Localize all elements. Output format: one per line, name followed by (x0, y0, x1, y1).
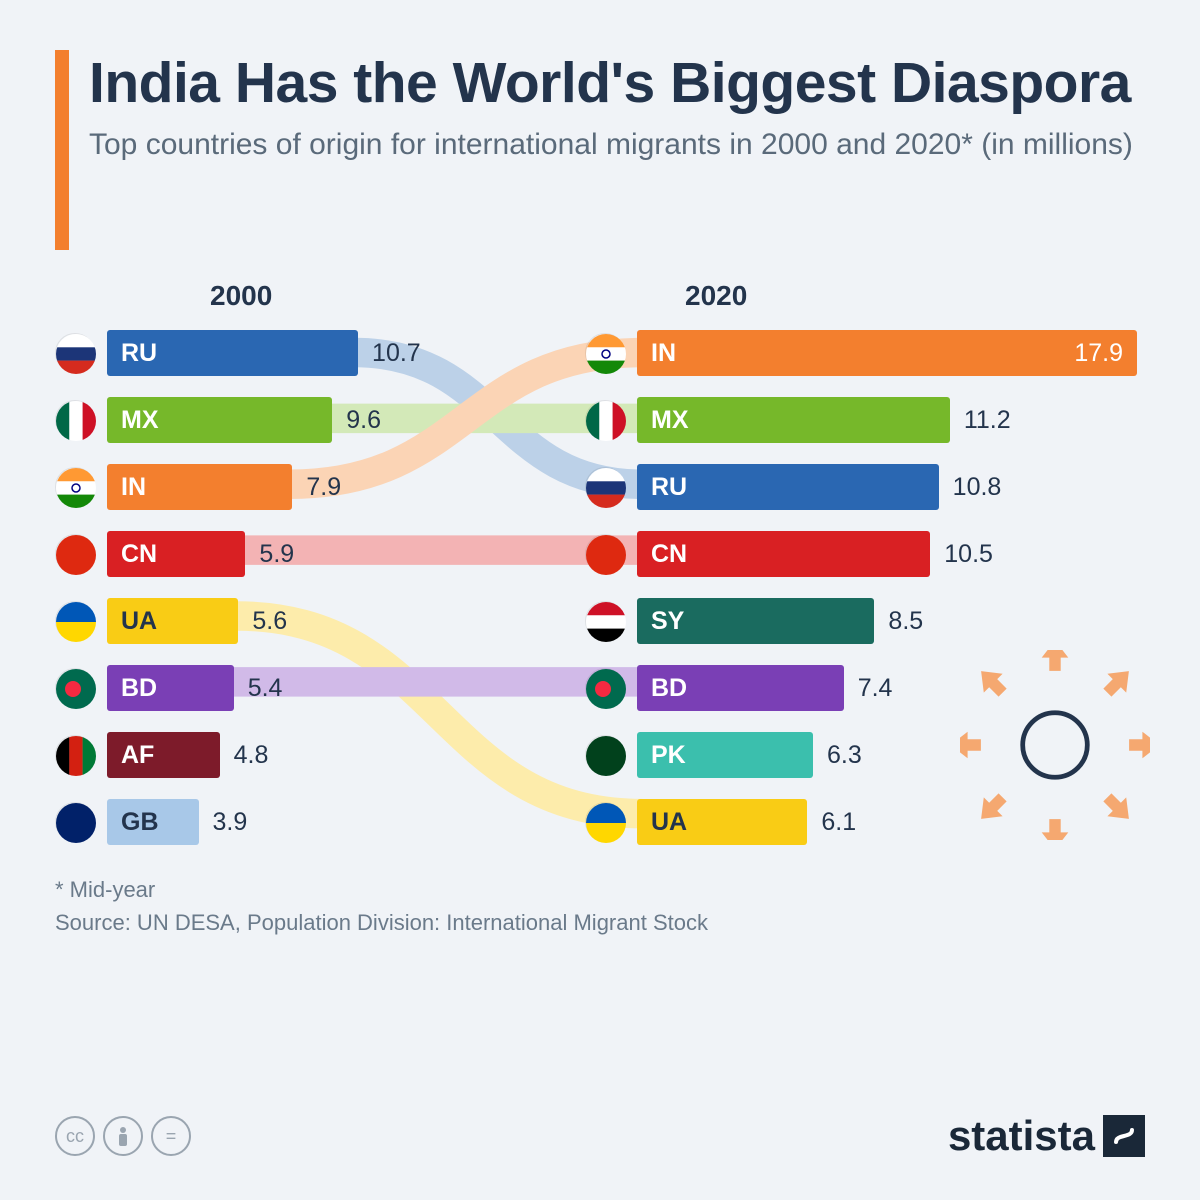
value-2000: 5.9 (259, 540, 294, 569)
flag-icon (585, 400, 625, 440)
bar-2000: BD (107, 665, 234, 711)
cc-icon: cc (55, 1116, 95, 1156)
value-2000: 7.9 (306, 473, 341, 502)
brand-logo: statista (948, 1112, 1145, 1160)
bar-2020: UA (637, 799, 807, 845)
value-2020: 6.3 (827, 741, 862, 770)
col-2020: SY 8.5 (585, 592, 1145, 650)
value-2000: 4.8 (234, 741, 269, 770)
chart-row: RU 10.7 IN17.9 (55, 324, 1145, 382)
col-2020: RU 10.8 (585, 458, 1145, 516)
year-labels: 2000 2020 (55, 280, 1145, 312)
bar-2000: RU (107, 330, 358, 376)
flag-icon (55, 735, 95, 775)
col-2020: CN 10.5 (585, 525, 1145, 583)
license-icons: cc = (55, 1116, 191, 1156)
footnote-source: Source: UN DESA, Population Division: In… (55, 910, 708, 935)
chart-rows: RU 10.7 IN17.9 MX 9.6 MX 11.2 IN 7.9 RU … (55, 324, 1145, 851)
col-2020: PK 6.3 (585, 726, 1145, 784)
by-icon (103, 1116, 143, 1156)
chart-row: IN 7.9 RU 10.8 (55, 458, 1145, 516)
bar-2020: RU (637, 464, 939, 510)
value-2020: 17.9 (1074, 339, 1123, 368)
value-2000: 5.4 (248, 674, 283, 703)
bar-2020: PK (637, 732, 813, 778)
brand-mark-icon (1103, 1115, 1145, 1157)
chart-row: MX 9.6 MX 11.2 (55, 391, 1145, 449)
flag-icon (55, 467, 95, 507)
flag-icon (55, 333, 95, 373)
value-2020: 10.8 (953, 473, 1002, 502)
col-2000: AF 4.8 (55, 726, 585, 784)
col-2000: BD 5.4 (55, 659, 585, 717)
flag-icon (55, 534, 95, 574)
subtitle: Top countries of origin for internationa… (89, 126, 1133, 164)
chart-row: CN 5.9 CN 10.5 (55, 525, 1145, 583)
col-2000: UA 5.6 (55, 592, 585, 650)
footnote: * Mid-year Source: UN DESA, Population D… (55, 873, 1145, 939)
col-2020: BD 7.4 (585, 659, 1145, 717)
bar-2020: SY (637, 598, 874, 644)
col-2000: CN 5.9 (55, 525, 585, 583)
flag-icon (585, 601, 625, 641)
flag-icon (585, 534, 625, 574)
value-2020: 6.1 (821, 808, 856, 837)
bar-2000: UA (107, 598, 238, 644)
footer: cc = statista (55, 1112, 1145, 1160)
chart-row: UA 5.6 SY 8.5 (55, 592, 1145, 650)
nd-icon: = (151, 1116, 191, 1156)
chart-row: BD 5.4 BD 7.4 (55, 659, 1145, 717)
col-2000: RU 10.7 (55, 324, 585, 382)
bar-2000: IN (107, 464, 292, 510)
bar-2020: CN (637, 531, 930, 577)
bar-2000: AF (107, 732, 220, 778)
value-2020: 7.4 (858, 674, 893, 703)
flag-icon (585, 467, 625, 507)
col-2000: IN 7.9 (55, 458, 585, 516)
col-2000: MX 9.6 (55, 391, 585, 449)
flag-icon (55, 400, 95, 440)
value-2000: 9.6 (346, 406, 381, 435)
value-2020: 10.5 (944, 540, 993, 569)
col-2000: GB 3.9 (55, 793, 585, 851)
flag-icon (55, 802, 95, 842)
value-2000: 5.6 (252, 607, 287, 636)
accent-bar (55, 50, 69, 250)
bar-2000: GB (107, 799, 199, 845)
value-2000: 10.7 (372, 339, 421, 368)
chart: 2000 2020 RU 10.7 IN17.9 MX 9.6 MX 11.2 … (55, 280, 1145, 851)
bar-2020: MX (637, 397, 950, 443)
flag-icon (585, 735, 625, 775)
value-2000: 3.9 (213, 808, 248, 837)
flag-icon (585, 668, 625, 708)
bar-2020: IN17.9 (637, 330, 1137, 376)
chart-row: GB 3.9 UA 6.1 (55, 793, 1145, 851)
header: India Has the World's Biggest Diaspora T… (55, 50, 1145, 250)
footnote-asterisk: * Mid-year (55, 877, 155, 902)
title-block: India Has the World's Biggest Diaspora T… (89, 50, 1133, 250)
brand-text: statista (948, 1112, 1095, 1160)
col-2020: UA 6.1 (585, 793, 1145, 851)
flag-icon (55, 668, 95, 708)
col-2020: IN17.9 (585, 324, 1145, 382)
col-2020: MX 11.2 (585, 391, 1145, 449)
year-2000-label: 2000 (55, 280, 600, 312)
value-2020: 11.2 (964, 406, 1011, 435)
flag-icon (585, 333, 625, 373)
bar-2000: MX (107, 397, 332, 443)
flag-icon (585, 802, 625, 842)
bar-2000: CN (107, 531, 245, 577)
bar-2020: BD (637, 665, 844, 711)
year-2020-label: 2020 (600, 280, 1145, 312)
chart-row: AF 4.8 PK 6.3 (55, 726, 1145, 784)
value-2020: 8.5 (888, 607, 923, 636)
flag-icon (55, 601, 95, 641)
page-title: India Has the World's Biggest Diaspora (89, 54, 1133, 114)
